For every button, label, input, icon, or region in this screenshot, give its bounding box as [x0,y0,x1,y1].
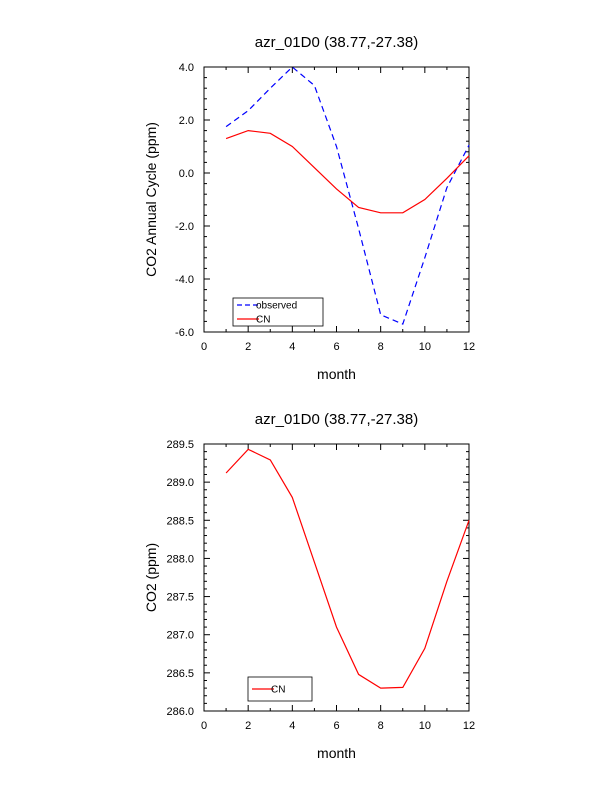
y-tick-label: 286.0 [166,706,194,718]
chart-panel-annual-cycle: azr_01D0 (38.77,-27.38) month CO2 Annual C… [143,34,475,382]
x-tick-label: 6 [333,341,339,353]
x-tick-label: 0 [201,720,207,732]
y-tick-label: 2.0 [179,115,194,127]
x-tick-label: 2 [245,720,251,732]
legend-box [247,676,313,702]
x-tick-label: 10 [419,341,431,353]
chart-title: azr_01D0 (38.77,-27.38) [255,34,418,51]
x-tick-label: 4 [289,720,295,732]
x-axis-label: month [317,366,356,382]
legend-label-cn: CN [256,315,270,326]
y-tick-label: 286.5 [166,668,194,680]
chart-panel-co2: azr_01D0 (38.77,-27.38) month CO2 (ppm) 0 2 4… [143,411,475,761]
y-tick-label: 288.5 [166,515,194,527]
legend-label-observed: observed [256,301,297,312]
x-tick-label: 8 [378,720,384,732]
y-tick-label: -6.0 [175,327,194,339]
y-tick-label: 0.0 [179,168,194,180]
series-line-cn [225,448,470,689]
y-tick-label: -2.0 [175,221,194,233]
plot-frame [203,443,470,712]
x-tick-label: 12 [463,341,475,353]
x-tick-label: 10 [419,720,431,732]
y-tick-label: 287.0 [166,630,194,642]
chart-title: azr_01D0 (38.77,-27.38) [255,411,418,428]
x-tick-label: 12 [463,720,475,732]
x-tick-label: 8 [378,341,384,353]
y-tick-label: 287.5 [166,592,194,604]
x-tick-label: 0 [201,341,207,353]
x-tick-label: 6 [333,720,339,732]
y-tick-label: 289.0 [166,477,194,489]
plot-frame [203,66,470,333]
y-tick-label: 4.0 [179,62,194,74]
y-tick-label: 288.0 [166,553,194,565]
x-tick-label: 4 [289,341,295,353]
legend-label-cn: CN [271,685,285,696]
y-tick-label: -4.0 [175,274,194,286]
x-tick-label: 2 [245,341,251,353]
series-line-cn [225,129,470,214]
x-axis-label: month [317,745,356,761]
series-line-observed [225,66,470,325]
y-axis-label: CO2 (ppm) [143,543,159,612]
y-axis-label: CO2 Annual Cycle (ppm) [143,122,159,277]
legend-box [232,297,324,327]
y-tick-label: 289.5 [166,439,194,451]
